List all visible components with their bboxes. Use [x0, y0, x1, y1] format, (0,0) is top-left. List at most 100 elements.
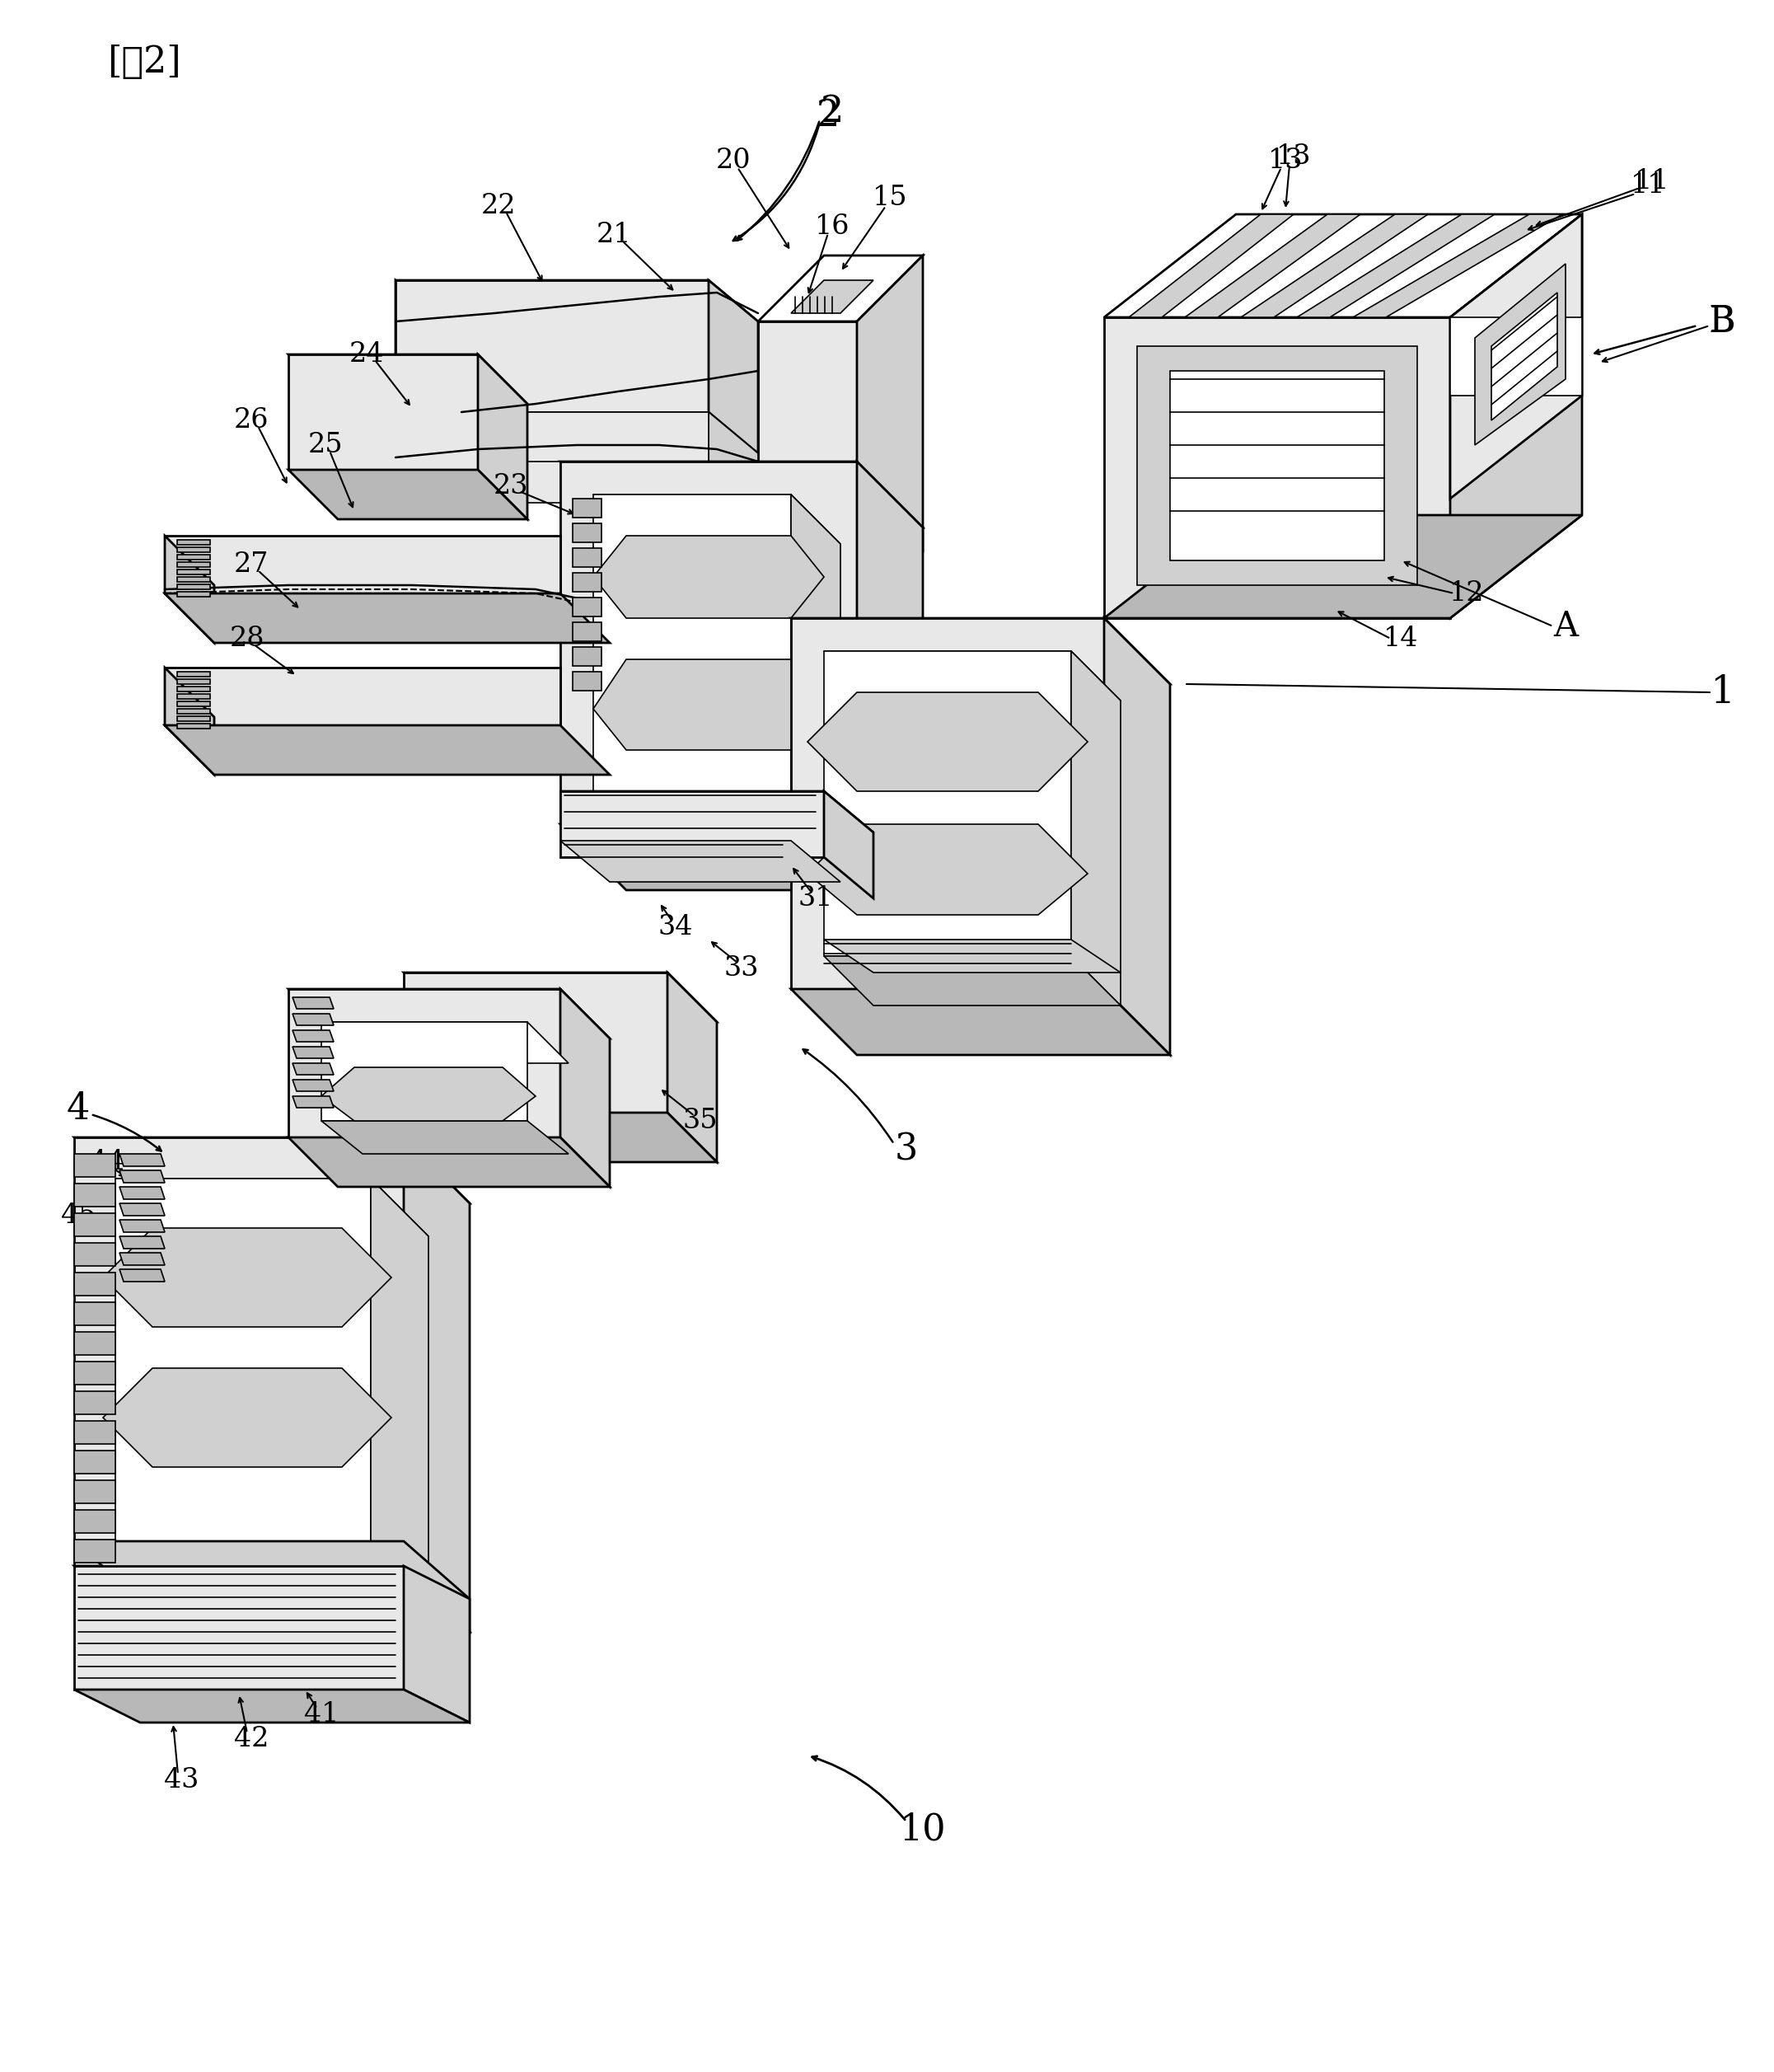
Polygon shape [103, 1368, 392, 1467]
Text: B: B [1710, 305, 1735, 338]
Polygon shape [75, 1361, 115, 1384]
Polygon shape [75, 1510, 115, 1533]
Polygon shape [561, 462, 857, 825]
Polygon shape [289, 354, 477, 470]
Text: 4: 4 [67, 1090, 90, 1127]
Polygon shape [573, 524, 601, 543]
Polygon shape [807, 692, 1087, 792]
Polygon shape [573, 499, 601, 518]
Polygon shape [593, 537, 823, 617]
Polygon shape [396, 280, 445, 454]
Polygon shape [396, 280, 757, 321]
Polygon shape [75, 1566, 404, 1689]
Polygon shape [321, 1021, 527, 1121]
Polygon shape [115, 1542, 429, 1600]
Text: 11: 11 [1630, 172, 1666, 199]
Polygon shape [573, 646, 601, 665]
Polygon shape [75, 1566, 470, 1633]
Polygon shape [119, 1220, 165, 1233]
Polygon shape [561, 462, 922, 528]
Polygon shape [477, 354, 527, 520]
Polygon shape [791, 280, 873, 313]
Polygon shape [561, 792, 873, 833]
Polygon shape [823, 955, 1121, 1005]
Text: 33: 33 [724, 955, 759, 982]
Text: 43: 43 [163, 1767, 199, 1794]
Polygon shape [823, 792, 873, 899]
Polygon shape [119, 1204, 165, 1216]
Polygon shape [119, 1154, 165, 1167]
Polygon shape [791, 617, 1103, 988]
Polygon shape [293, 1080, 334, 1092]
Polygon shape [177, 686, 209, 692]
Polygon shape [1103, 213, 1582, 317]
Polygon shape [404, 972, 717, 1021]
Polygon shape [119, 1254, 165, 1266]
Polygon shape [177, 555, 209, 559]
Polygon shape [573, 572, 601, 593]
Polygon shape [75, 1421, 115, 1444]
Polygon shape [177, 694, 209, 698]
Polygon shape [289, 988, 610, 1038]
Text: 24: 24 [349, 342, 385, 367]
Polygon shape [1171, 371, 1384, 559]
Polygon shape [1103, 516, 1582, 617]
Polygon shape [573, 597, 601, 617]
Polygon shape [461, 412, 708, 503]
Polygon shape [177, 723, 209, 729]
Text: 16: 16 [814, 213, 850, 240]
Text: 45: 45 [60, 1202, 96, 1229]
Polygon shape [177, 584, 209, 588]
Polygon shape [1240, 213, 1428, 317]
Polygon shape [561, 825, 922, 891]
Polygon shape [823, 939, 1121, 972]
Polygon shape [75, 1138, 404, 1566]
Polygon shape [1449, 213, 1582, 617]
Text: 13: 13 [1276, 143, 1311, 170]
Polygon shape [177, 717, 209, 721]
Polygon shape [708, 412, 757, 545]
Polygon shape [1297, 213, 1495, 317]
Polygon shape [177, 702, 209, 707]
Polygon shape [75, 1479, 115, 1504]
Text: 13: 13 [1268, 147, 1302, 174]
Polygon shape [165, 537, 215, 642]
Polygon shape [289, 1138, 610, 1187]
Text: 12: 12 [1449, 580, 1485, 607]
Polygon shape [165, 593, 610, 642]
Polygon shape [593, 792, 841, 841]
Polygon shape [293, 1063, 334, 1075]
Polygon shape [1185, 213, 1361, 317]
Text: 11: 11 [1634, 168, 1669, 195]
Text: 3: 3 [894, 1131, 917, 1167]
Polygon shape [404, 1113, 717, 1162]
Polygon shape [75, 1154, 115, 1177]
Polygon shape [823, 651, 1071, 955]
Text: 34: 34 [658, 914, 694, 941]
Text: 21: 21 [596, 222, 632, 249]
Polygon shape [857, 255, 922, 617]
Polygon shape [757, 321, 857, 617]
Polygon shape [177, 562, 209, 568]
Text: 2: 2 [821, 93, 844, 128]
Polygon shape [404, 1021, 545, 1071]
Polygon shape [293, 1096, 334, 1109]
Text: 23: 23 [493, 472, 529, 499]
Text: 2: 2 [816, 97, 839, 133]
Polygon shape [289, 988, 561, 1138]
Text: B: B [1708, 305, 1735, 340]
Polygon shape [573, 671, 601, 690]
Text: 35: 35 [683, 1109, 718, 1133]
Polygon shape [371, 1179, 429, 1600]
Polygon shape [177, 671, 209, 678]
Polygon shape [573, 549, 601, 568]
Polygon shape [561, 988, 610, 1187]
Polygon shape [807, 825, 1087, 916]
Polygon shape [103, 1229, 392, 1326]
Polygon shape [561, 792, 823, 858]
Polygon shape [791, 988, 1171, 1055]
Polygon shape [75, 1689, 470, 1722]
Text: 25: 25 [309, 431, 342, 458]
Polygon shape [791, 495, 841, 841]
Polygon shape [1103, 317, 1449, 617]
